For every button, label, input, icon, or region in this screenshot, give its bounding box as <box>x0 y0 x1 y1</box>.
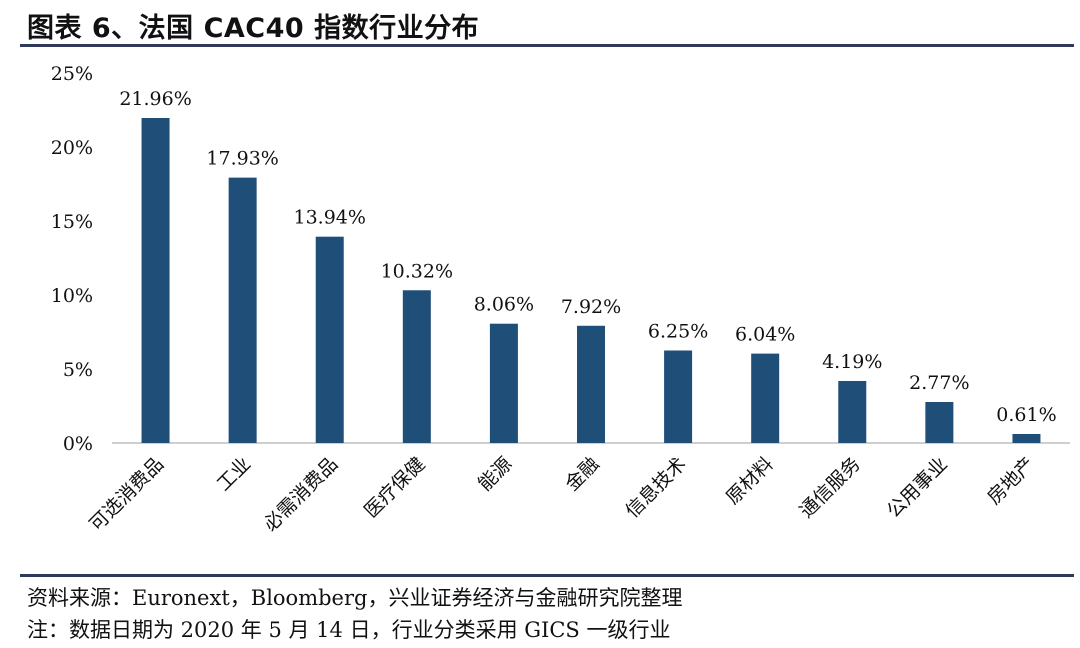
data-label: 6.04% <box>735 324 795 346</box>
date-note: 注：数据日期为 2020 年 5 月 14 日，行业分类采用 GICS 一级行业 <box>27 618 671 642</box>
bar <box>228 177 257 444</box>
source-note: 资料来源：Euronext，Bloomberg，兴业证券经济与金融研究院整理 <box>27 586 683 610</box>
data-label: 0.61% <box>996 404 1056 426</box>
chart-title: 图表 6、法国 CAC40 指数行业分布 <box>27 13 480 44</box>
footer-divider <box>20 574 1074 577</box>
bar <box>577 325 605 443</box>
x-tick-label: 可选消费品 <box>85 453 168 536</box>
y-tick-label: 5% <box>63 359 93 381</box>
x-tick-label: 必需消费品 <box>260 453 343 536</box>
y-tick-label: 0% <box>63 433 93 455</box>
data-label: 21.96% <box>119 88 191 110</box>
x-tick-label: 房地产 <box>983 453 1039 509</box>
bar <box>1012 433 1041 443</box>
y-tick-label: 25% <box>51 63 93 85</box>
data-label: 13.94% <box>294 207 366 229</box>
bar <box>751 353 780 443</box>
y-tick-label: 20% <box>51 137 93 159</box>
x-tick-label: 信息技术 <box>621 453 690 522</box>
x-tick-label: 通信服务 <box>796 453 865 522</box>
data-label: 7.92% <box>561 296 621 318</box>
data-label: 10.32% <box>381 260 453 282</box>
data-label: 6.25% <box>648 321 708 343</box>
bar <box>141 117 170 443</box>
y-tick-label: 15% <box>51 211 93 233</box>
bar <box>664 350 693 443</box>
x-tick-label: 能源 <box>474 453 516 495</box>
data-label: 2.77% <box>909 372 969 394</box>
x-tick-label: 工业 <box>213 453 255 495</box>
bar <box>838 380 867 443</box>
x-tick-label: 金融 <box>561 453 603 495</box>
data-label: 17.93% <box>206 148 278 170</box>
data-label: 4.19% <box>822 351 882 373</box>
title-divider <box>20 44 1074 47</box>
bar <box>489 323 518 443</box>
x-tick-label: 原材料 <box>722 453 778 509</box>
y-tick-label: 10% <box>51 285 93 307</box>
x-tick-label: 医疗保健 <box>360 453 429 522</box>
bar <box>315 236 344 443</box>
x-tick-label: 公用事业 <box>883 453 952 522</box>
bar <box>402 290 431 443</box>
bar <box>925 402 954 443</box>
bar-chart: 0% 5% 10% 15% 20% 25% 21.96% 可选消费品 17.93% 工业 13.94… <box>51 63 1070 536</box>
data-label: 8.06% <box>474 294 534 316</box>
